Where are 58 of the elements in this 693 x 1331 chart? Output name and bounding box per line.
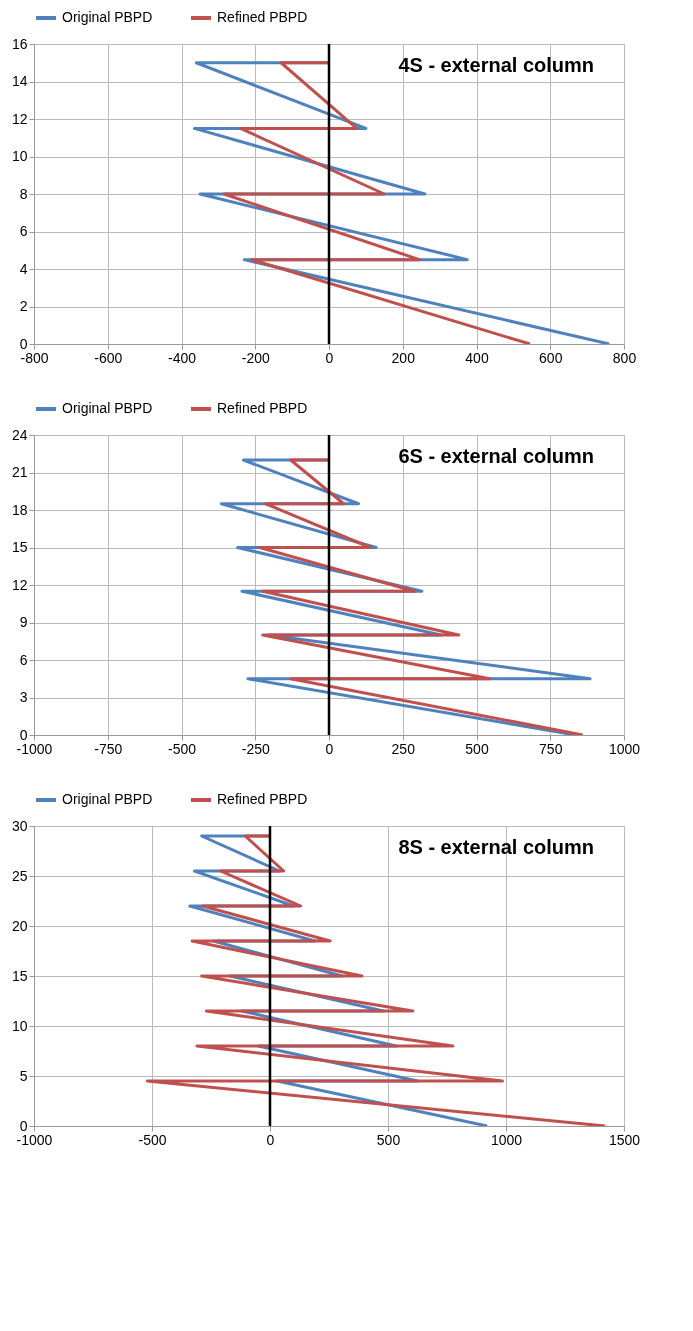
y-tick-label: 12	[11, 576, 28, 593]
y-tick-label: 12	[11, 110, 28, 127]
y-tick-label: 3	[19, 689, 28, 705]
x-tick-label: -1000	[16, 1131, 53, 1148]
y-tick-label: 10	[11, 148, 28, 164]
text: 6S - external column	[398, 445, 594, 467]
y-tick-label: 18	[11, 501, 28, 518]
x-tick-label: 600	[539, 349, 563, 366]
y-tick-label: 10	[11, 1017, 28, 1034]
x-tick-label: 0	[325, 349, 334, 366]
x-tick-label: 0	[266, 1131, 275, 1148]
x-tick-label: -800	[20, 349, 49, 366]
x-tick-label: 1500	[608, 1131, 641, 1148]
y-tick-label: 9	[19, 614, 28, 630]
y-tick-label: 30	[11, 817, 28, 834]
x-tick-label: -500	[167, 740, 197, 757]
y-tick-label: 20	[11, 917, 28, 934]
x-tick-label: 250	[391, 740, 416, 757]
x-tick-label: 1000	[490, 1131, 523, 1148]
y-tick-label: 6	[19, 651, 28, 668]
y-tick-label: 25	[11, 867, 28, 884]
x-tick-label: -200	[241, 349, 270, 366]
x-tick-label: 200	[391, 349, 416, 366]
x-tick-label: -600	[94, 349, 123, 366]
y-tick-label: 15	[11, 539, 28, 555]
x-tick-label: -500	[138, 1131, 167, 1148]
text: 4S - external column	[398, 54, 594, 76]
x-tick-label: 500	[376, 1131, 401, 1148]
y-tick-label: 8	[19, 185, 28, 202]
legend-label: Original PBPD	[62, 400, 153, 416]
x-tick-label: 800	[612, 349, 637, 366]
y-tick-label: 14	[11, 73, 28, 89]
x-tick-label: -250	[241, 740, 270, 757]
legend-label: Refined PBPD	[217, 791, 308, 807]
x-tick-label: -1000	[16, 740, 53, 757]
y-tick-label: 24	[11, 426, 28, 443]
y-tick-label: 0	[19, 726, 28, 743]
y-tick-label: 5	[19, 1067, 28, 1084]
x-tick-label: -400	[167, 349, 197, 366]
y-tick-label: 21	[11, 464, 28, 480]
x-tick-label: 500	[465, 740, 489, 757]
y-tick-label: 15	[11, 967, 28, 984]
y-tick-label: 16	[11, 35, 28, 52]
x-tick-label: 400	[465, 349, 489, 366]
x-tick-label: 1000	[608, 740, 641, 757]
legend-label: Refined PBPD	[217, 9, 308, 25]
text: 8S - external column	[398, 836, 594, 858]
x-tick-label: 0	[325, 740, 334, 757]
legend-label: Original PBPD	[62, 9, 153, 25]
y-tick-label: 0	[19, 1117, 28, 1134]
y-tick-label: 2	[19, 298, 28, 314]
legend-label: Refined PBPD	[217, 400, 308, 416]
y-tick-label: 4	[19, 260, 28, 277]
y-tick-label: 0	[19, 335, 28, 352]
x-tick-label: 750	[539, 740, 563, 757]
legend-label: Original PBPD	[62, 791, 153, 807]
x-tick-label: -750	[94, 740, 123, 757]
y-tick-label: 6	[19, 223, 28, 239]
